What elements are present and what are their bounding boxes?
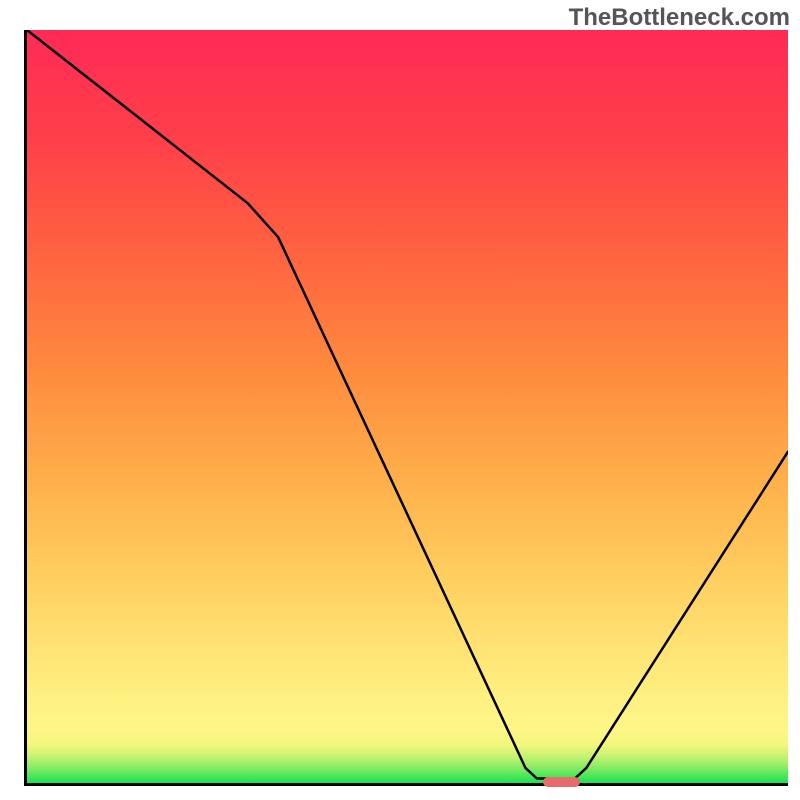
sweet-spot-marker xyxy=(543,777,580,787)
plot-area xyxy=(24,30,788,786)
chart-container: TheBottleneck.com xyxy=(0,0,800,800)
watermark-text: TheBottleneck.com xyxy=(569,4,790,32)
plot-background-gradient xyxy=(27,30,788,783)
